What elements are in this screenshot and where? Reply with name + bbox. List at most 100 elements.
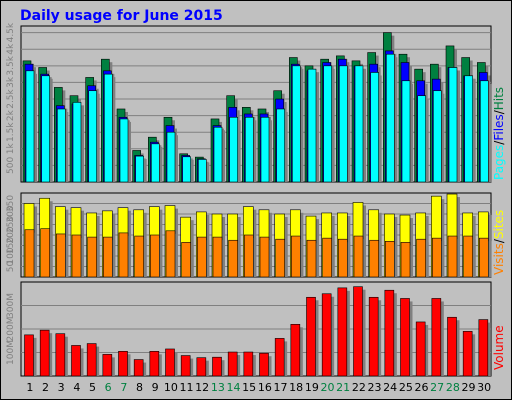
x-axis-labels: 1 2 3 4 5 6 7 8 9 10 11 12 13 14 15 16 17 18 19 20 21 22 23 24 2… [26,381,491,394]
x-tick-label: 13 [211,381,225,394]
bar-volume-day-11 [180,355,191,377]
bar-volume-day-26 [415,321,426,377]
bar-pages-day-8 [135,155,144,183]
y-tick-label: 4.5k [6,22,16,42]
bar-visits-day-9 [150,234,160,278]
bar-volume-day-12 [196,357,207,377]
bar-pages-day-7 [119,118,129,183]
bar-pages-day-30 [480,80,489,183]
y-tick-label: 1.5k [6,122,16,142]
x-tick-label: 11 [180,381,194,394]
bar-pages-day-17 [276,108,285,183]
bar-visits-day-22 [353,235,364,278]
bar-visits-day-16 [259,236,270,278]
bar-volume-day-7 [118,351,128,377]
bar-volume-day-23 [368,296,379,377]
bar-visits-day-26 [416,238,426,278]
x-tick-label: 20 [321,381,335,394]
x-tick-label: 17 [274,381,288,394]
chart-title: Daily usage for June 2015 [20,8,223,24]
bar-volume-day-3 [55,333,66,377]
y-tick-label: 100M [6,340,16,365]
bar-pages-day-21 [339,65,348,183]
legend-hits: Hits [492,87,506,110]
bar-volume-day-27 [431,298,442,377]
bar-visits-day-24 [385,241,395,278]
bar-pages-day-28 [448,67,458,183]
bar-pages-day-10 [166,131,176,183]
bar-pages-day-15 [245,116,254,183]
legend-files: Files [492,114,506,140]
bar-pages-day-19 [307,68,317,183]
bar-volume-day-8 [133,359,144,377]
bar-visits-day-6 [103,236,113,278]
y-tick-label: 300M [6,293,16,318]
x-tick-label: 19 [305,381,319,394]
bar-visits-day-5 [87,236,97,278]
y-tick-label: 500 [6,157,16,174]
bar-visits-day-30 [479,237,489,278]
bar-visits-day-12 [197,236,207,278]
bar-volume-day-6 [102,354,113,377]
svg-text:Pages/Files/Hits: Pages/Files/Hits [492,87,506,180]
x-tick-label: 27 [430,381,444,394]
bar-visits-day-29 [463,235,473,278]
legend-visits-sites: Visits/Sites [492,210,506,275]
x-tick-label: 22 [352,381,366,394]
bar-pages-day-26 [417,95,426,183]
bar-visits-day-15 [244,234,254,278]
svg-text:Visits/Sites: Visits/Sites [492,210,506,275]
y-tick-label: 4k [6,43,16,55]
bar-volume-day-4 [71,345,81,377]
bar-visits-day-27 [432,237,442,278]
bar-pages-day-22 [354,65,364,183]
bar-volume-day-22 [353,286,363,377]
bar-visits-day-14 [228,239,238,278]
bar-visits-day-4 [71,234,82,278]
y-tick-label: 100 [6,247,16,264]
bar-visits-day-7 [118,232,129,278]
x-tick-label: 4 [73,381,80,394]
x-tick-label: 30 [477,381,491,394]
bar-pages-day-9 [151,143,160,183]
bar-visits-day-1 [24,229,35,278]
bar-volume-day-21 [337,287,348,377]
x-tick-label: 26 [415,381,429,394]
bar-volume-day-14 [227,351,238,377]
x-tick-label: 8 [136,381,143,394]
legend-volume: Volume [492,325,506,370]
bar-pages-day-29 [464,75,473,183]
bar-pages-day-6 [104,73,113,183]
legend-sites: Sites [492,210,506,239]
x-tick-label: 25 [399,381,413,394]
bar-pages-day-23 [370,72,379,183]
x-tick-label: 5 [89,381,96,394]
y-tick-label: 300 [6,205,16,222]
x-tick-label: 1 [26,381,33,394]
x-tick-label: 14 [227,381,241,394]
x-tick-label: 23 [368,381,382,394]
bar-visits-day-13 [212,236,223,278]
y-tick-label: 50 [6,261,16,273]
bar-pages-day-5 [88,90,97,183]
bar-volume-day-17 [274,338,285,377]
y-tick-label: 2.5k [6,88,16,108]
bar-volume-day-9 [149,351,160,377]
bar-pages-day-11 [182,156,191,183]
legend-separator: / [492,238,506,243]
bar-visits-day-8 [134,235,144,278]
bar-pages-day-16 [260,116,270,183]
bar-volume-day-1 [24,334,34,377]
bar-volume-day-10 [165,348,175,377]
bar-visits-day-17 [275,238,285,278]
x-tick-label: 16 [258,381,272,394]
bar-pages-day-20 [323,65,332,183]
legend-separator: / [492,109,506,114]
x-tick-label: 10 [164,381,178,394]
y-tick-label: 1k [6,143,16,155]
bar-pages-day-4 [72,102,82,183]
